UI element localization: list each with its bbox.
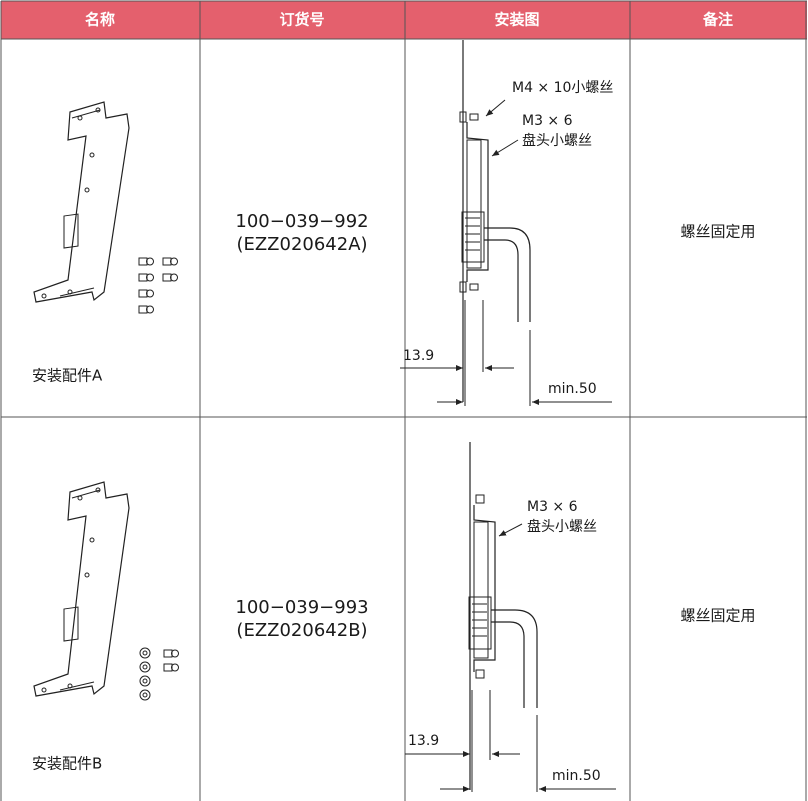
- drawing-label: min.50: [552, 768, 601, 784]
- part-picture: [33, 481, 179, 701]
- header-cell: 名称: [85, 11, 115, 29]
- drawing-label: min.50: [548, 381, 597, 397]
- install-drawing: [400, 40, 612, 406]
- header-cell: 备注: [702, 11, 733, 29]
- remark: 螺丝固定用: [680, 607, 755, 625]
- part-picture: [33, 101, 178, 314]
- header-bg: [1, 1, 807, 39]
- drawing-label: M3 × 6: [527, 499, 578, 515]
- drawing-label: 13.9: [408, 733, 439, 749]
- order-number: 100−039−993: [235, 597, 368, 618]
- drawing-label: 盘头小螺丝: [522, 132, 592, 149]
- drawing-label: 盘头小螺丝: [527, 518, 597, 535]
- order-number: (EZZ020642A): [236, 234, 367, 255]
- install-drawing: [405, 442, 616, 792]
- header-cell: 安装图: [494, 11, 539, 29]
- drawing-label: 13.9: [403, 348, 434, 364]
- drawing-label: M3 × 6: [522, 113, 573, 129]
- order-number: (EZZ020642B): [236, 620, 367, 641]
- part-name: 安装配件B: [32, 755, 102, 773]
- drawing-label: M4 × 10小螺丝: [512, 80, 613, 96]
- order-number: 100−039−992: [235, 211, 368, 232]
- part-name: 安装配件A: [32, 367, 103, 385]
- remark: 螺丝固定用: [680, 223, 755, 241]
- header-cell: 订货号: [279, 11, 324, 29]
